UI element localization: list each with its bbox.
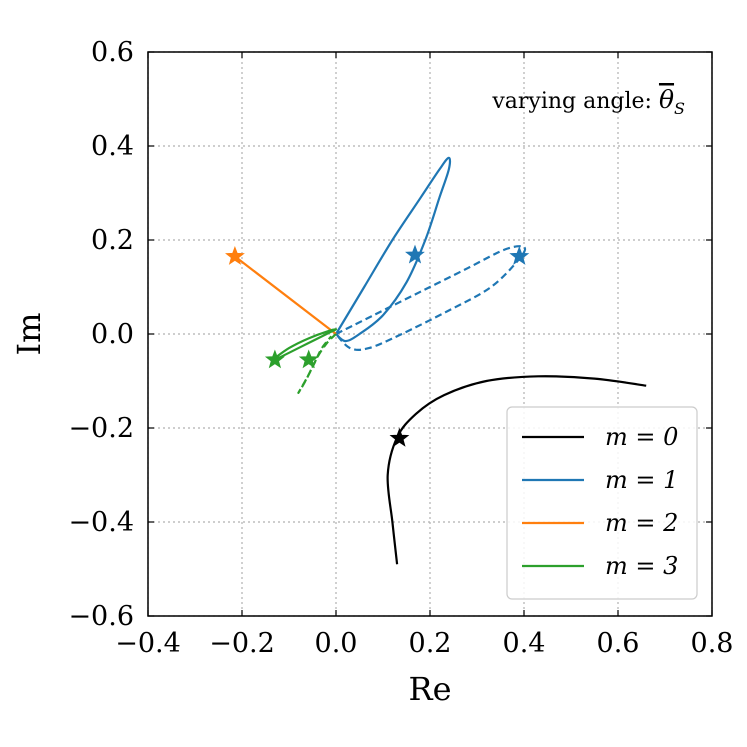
star-marker	[509, 245, 530, 265]
legend-label: m = 3	[605, 552, 678, 580]
x-tick-label: 0.2	[409, 628, 452, 659]
legend-label: m = 2	[605, 509, 678, 537]
y-tick-label: 0.6	[91, 37, 134, 68]
x-tick-label: −0.2	[209, 628, 275, 659]
series-line	[335, 156, 452, 343]
star-marker	[264, 349, 285, 369]
x-axis-label: Re	[408, 670, 451, 708]
series-line	[271, 328, 338, 361]
x-tick-label: 0.0	[315, 628, 358, 659]
y-tick-label: −0.4	[68, 507, 134, 538]
y-tick-label: −0.2	[68, 413, 134, 444]
legend: m = 0 m = 1 m = 2 m = 3	[506, 406, 698, 600]
legend-label: m = 1	[605, 466, 678, 494]
series-line	[297, 333, 337, 394]
x-tick-label: −0.4	[115, 628, 181, 659]
series-0	[386, 375, 647, 565]
y-tick-label: −0.6	[68, 601, 134, 632]
series-line	[386, 375, 647, 565]
y-tick-label: 0.2	[91, 225, 134, 256]
svg-text:varying angle: θS: varying angle: θS	[491, 85, 685, 118]
annotation-subscript: S	[674, 99, 685, 118]
y-tick-label: 0.4	[91, 131, 134, 162]
annotation-theta: θ	[659, 85, 674, 114]
star-marker	[405, 244, 425, 264]
x-tick-label: 0.4	[503, 628, 546, 659]
star-marker	[225, 245, 245, 265]
annotation: varying angle: θS	[491, 85, 685, 118]
legend-label: m = 0	[605, 423, 678, 451]
series-1	[335, 156, 530, 351]
y-tick-label: 0.0	[91, 319, 134, 350]
star-marker	[298, 349, 319, 369]
series-layer	[225, 156, 647, 565]
series-3	[264, 328, 338, 394]
star-marker	[389, 427, 410, 447]
x-tick-label: 0.6	[597, 628, 640, 659]
series-line	[234, 255, 337, 335]
y-axis-label: Im	[10, 313, 48, 356]
annotation-text: varying angle:	[491, 89, 659, 114]
x-tick-label: 0.8	[691, 628, 734, 659]
ticks: −0.4 −0.2 0.0 0.2 0.4 0.6 0.8−0.6−0.4−0.20.00.…	[68, 37, 733, 659]
legend-box	[506, 406, 698, 600]
series-2	[225, 245, 337, 335]
